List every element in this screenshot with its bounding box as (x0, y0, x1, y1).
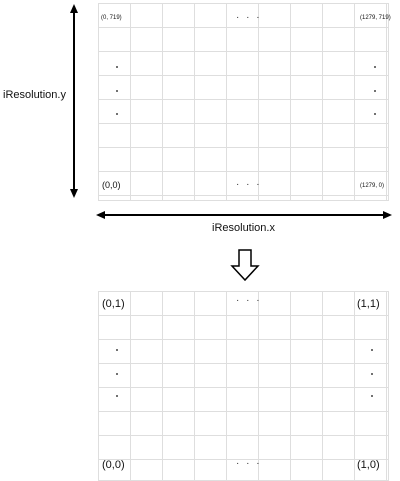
horizontal-ellipsis-bottom: · · · (236, 179, 262, 190)
horizontal-ellipsis-top: · · · (236, 12, 262, 23)
vertical-ellipsis-dot (116, 349, 118, 351)
horizontal-ellipsis-top: · · · (236, 295, 262, 306)
vertical-ellipsis-dot (371, 349, 373, 351)
label-bottom-left: (0,0) (102, 459, 125, 471)
vertical-ellipsis-dot (371, 395, 373, 397)
normalized-grid: (0,1) · · · (1,1) (0,0) · · · (1,0) (98, 291, 389, 481)
label-top-left: (0,1) (102, 298, 125, 310)
vertical-ellipsis-dot (116, 66, 118, 68)
label-top-right: (1279, 719) (360, 15, 391, 21)
x-axis-arrow (96, 211, 392, 219)
vertical-ellipsis-dot (371, 373, 373, 375)
label-top-left: (0, 719) (101, 15, 122, 21)
label-bottom-right: (1279, 0) (360, 183, 385, 189)
y-axis-label: iResolution.y (3, 89, 66, 101)
vertical-ellipsis-dot (374, 66, 376, 68)
vertical-ellipsis-dot (116, 90, 118, 92)
vertical-ellipsis-dot (116, 373, 118, 375)
y-axis-arrow (70, 4, 78, 198)
vertical-ellipsis-dot (116, 113, 118, 115)
vertical-ellipsis-dot (374, 90, 376, 92)
pixel-grid: (0, 719) · · · (1279, 719) (0,0) · · · (… (98, 3, 391, 201)
label-bottom-left: (0,0) (102, 180, 121, 190)
x-axis-label: iResolution.x (212, 222, 275, 234)
horizontal-ellipsis-bottom: · · · (236, 458, 262, 469)
label-top-right: (1,1) (357, 298, 380, 310)
vertical-ellipsis-dot (374, 113, 376, 115)
vertical-ellipsis-dot (116, 395, 118, 397)
down-arrow-outline-icon (230, 249, 260, 282)
label-bottom-right: (1,0) (357, 459, 380, 471)
